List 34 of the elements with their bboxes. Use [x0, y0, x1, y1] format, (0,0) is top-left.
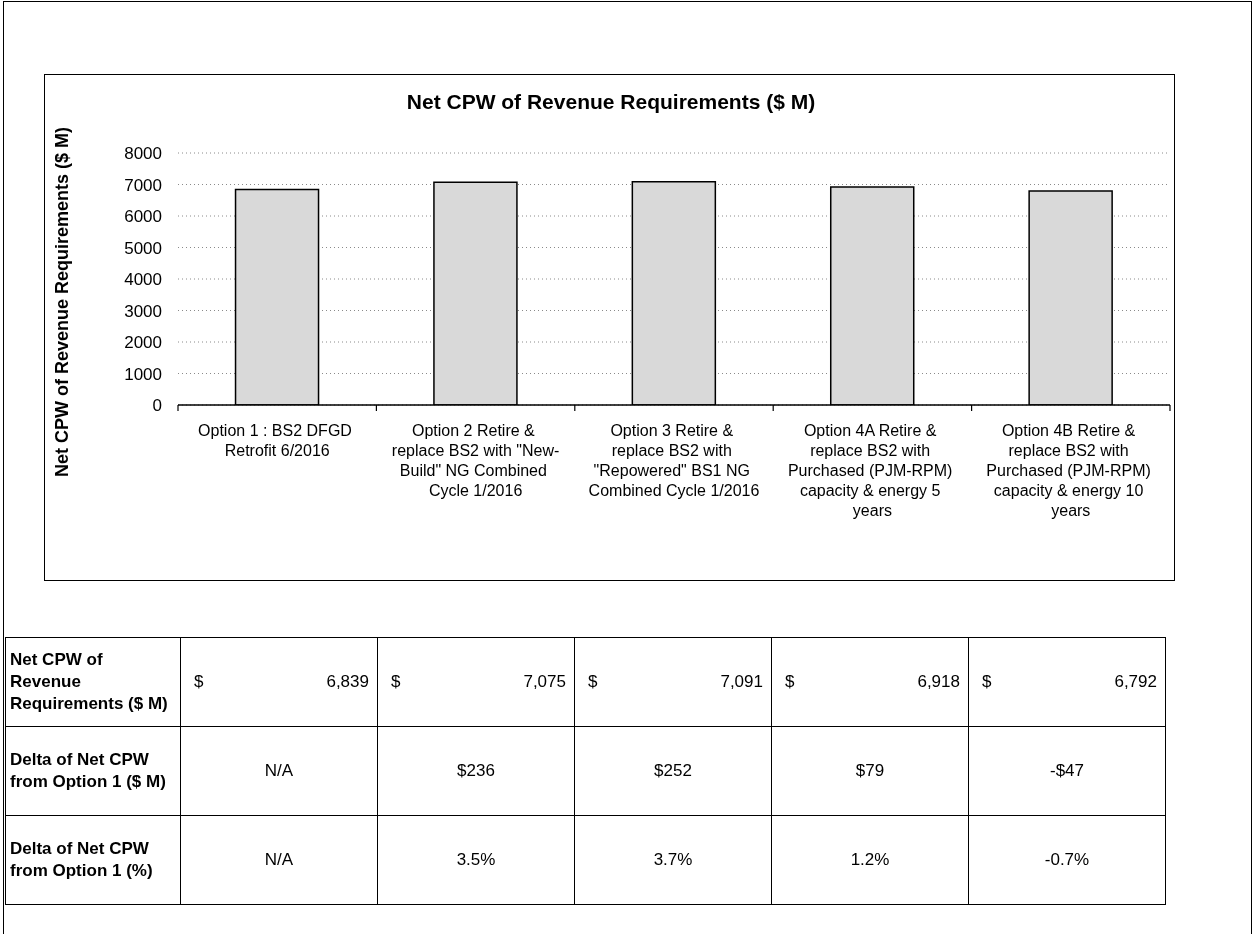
- y-tick-label: 0: [152, 396, 162, 416]
- x-tick-label: Option 3 Retire & replace BS2 with "Repowered" BS1 NG Combined Cycle 1/2016: [588, 422, 760, 499]
- x-tick-label: Option 2 Retire & replace BS2 with "New-Build" NG Combined Cycle 1/2016: [391, 422, 560, 499]
- text: Delta of Net CPW from Option 1 ($ M): [10, 749, 167, 793]
- data-label: $ 6,839: [193, 672, 370, 692]
- text: Net CPW of Revenue Requirements ($ M): [10, 649, 169, 715]
- y-tick-label: 6000: [124, 207, 162, 227]
- text: $79: [855, 761, 885, 781]
- text: N/A: [264, 761, 294, 781]
- data-label: $ 6,918: [784, 672, 961, 692]
- y-tick-label: 5000: [124, 238, 162, 258]
- text: 3.5%: [456, 850, 496, 870]
- x-tick-label: Option 4B Retire & replace BS2 with Purchased (PJM-RPM) capacity & energy 10 years: [986, 422, 1156, 519]
- text: -$47: [1049, 761, 1085, 781]
- text: $236: [457, 761, 495, 781]
- text: $252: [654, 761, 692, 781]
- text: N/A: [264, 850, 294, 870]
- chart-title: Net CPW of Revenue Requirements ($ M): [405, 90, 817, 114]
- data-label: $ 7,075: [390, 672, 567, 692]
- y-tick-label: 8000: [124, 144, 162, 164]
- y-tick-label: 7000: [124, 175, 162, 195]
- x-tick-label: Option 4A Retire & replace BS2 with Purchased (PJM-RPM) capacity & energy 5 years: [787, 422, 957, 519]
- x-tick-label: Option 1 : BS2 DFGD Retrofit 6/2016: [198, 422, 357, 459]
- y-tick-label: 3000: [124, 301, 162, 321]
- text: Delta of Net CPW from Option 1 (%): [10, 838, 154, 882]
- y-tick-label: 1000: [124, 364, 162, 384]
- text: -0.7%: [1044, 850, 1090, 870]
- text: 1.2%: [850, 850, 890, 870]
- y-tick-label: 4000: [124, 270, 162, 290]
- data-label: $ 6,792: [981, 672, 1158, 692]
- y-axis-title: Net CPW of Revenue Requirements ($ M): [52, 126, 72, 478]
- y-tick-label: 2000: [124, 333, 162, 353]
- data-label: $ 7,091: [587, 672, 764, 692]
- text: 3.7%: [653, 850, 693, 870]
